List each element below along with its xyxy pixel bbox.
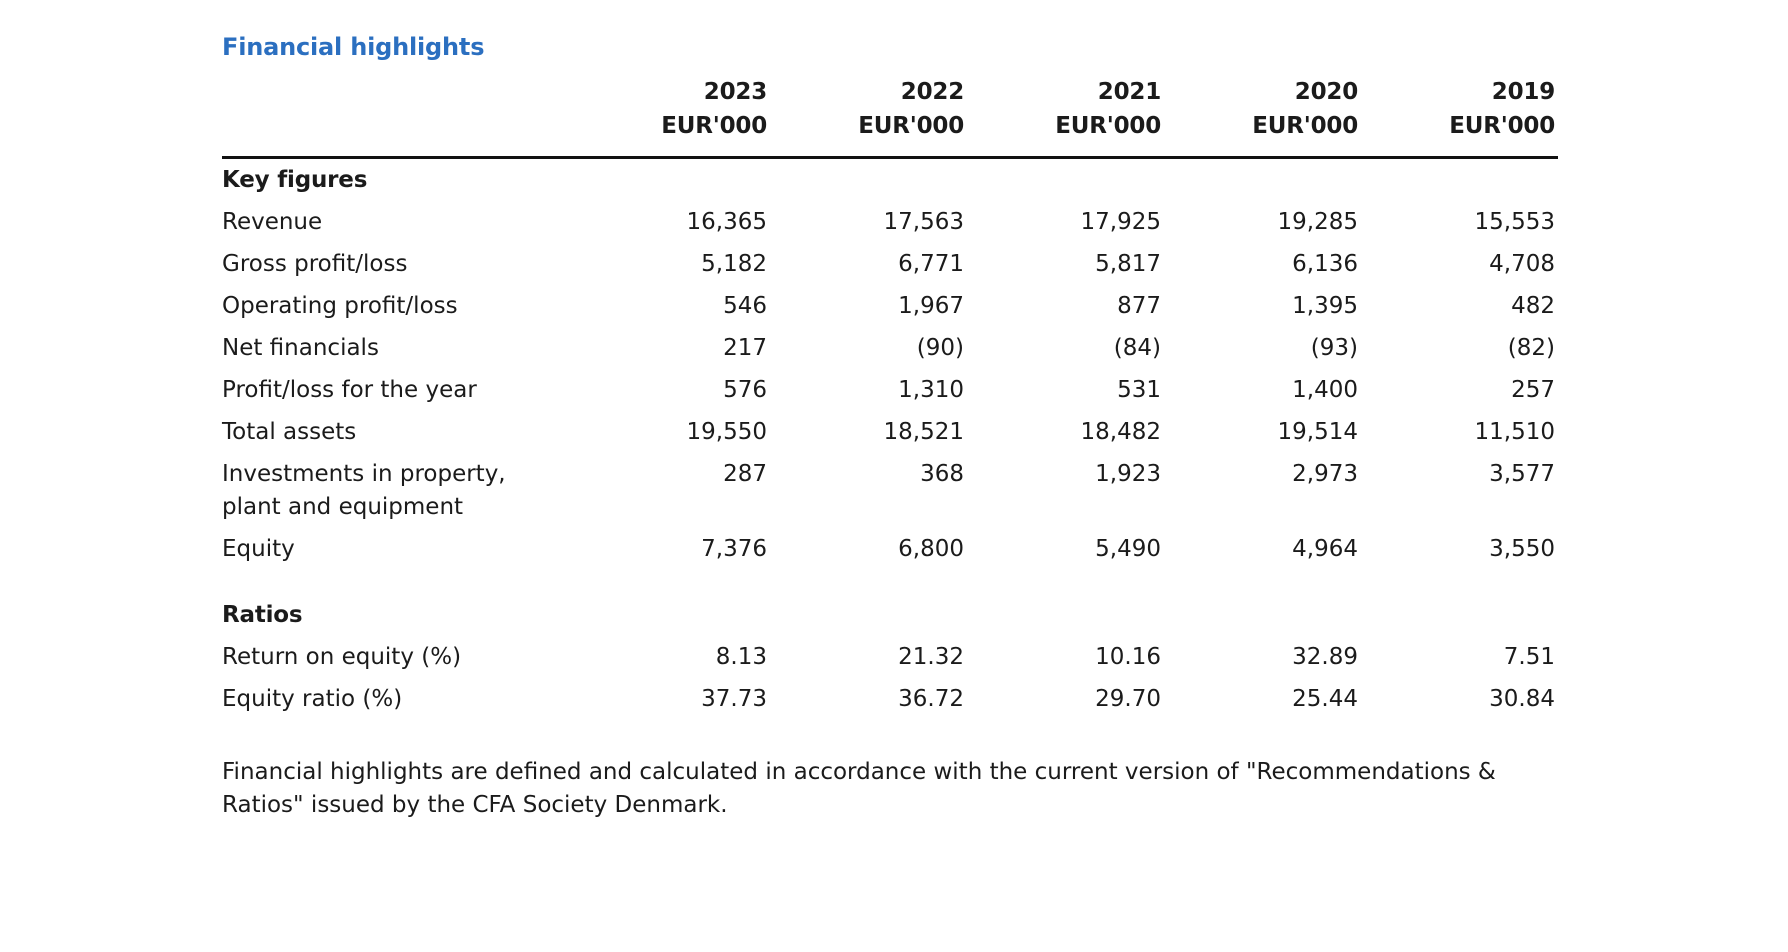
footnote-line-2: Ratios" issued by the CFA Society Denmar… [222,792,728,818]
year-header-2020: 2020 [1294,79,1358,105]
row-value: 217 [723,335,767,361]
row-value: 1,400 [1292,377,1358,403]
page-title: Financial highlights [222,33,485,61]
row-value: 4,708 [1489,251,1555,277]
section-heading: Ratios [222,602,303,628]
footnote-line-1: Financial highlights are defined and cal… [222,759,1496,785]
row-value: 30.84 [1489,686,1555,712]
row-value: 32.89 [1292,644,1358,670]
row-value: (90) [916,335,964,361]
row-value: 19,550 [686,419,767,445]
row-value: 29.70 [1095,686,1161,712]
row-value: 11,510 [1474,419,1555,445]
row-value: 7.51 [1503,644,1555,670]
row-value: 37.73 [701,686,767,712]
unit-header: EUR'000 [1449,113,1555,139]
header-spacer [222,109,570,143]
row-value: 5,490 [1095,536,1161,562]
row-value: 6,800 [898,536,964,562]
row-value: 546 [723,293,767,319]
table-header: 2023 2022 2021 2020 2019 EUR'000 EUR'000… [222,75,1555,143]
row-value: 5,817 [1095,251,1161,277]
year-header-2023: 2023 [703,79,767,105]
year-header-2022: 2022 [900,79,964,105]
row-label-line: Investments in property, [222,461,506,487]
row-value: (82) [1507,335,1555,361]
row-value: 6,136 [1292,251,1358,277]
row-value: 5,182 [701,251,767,277]
financial-highlights-table: 2023 2022 2021 2020 2019 EUR'000 EUR'000… [222,75,1562,720]
row-label: Return on equity (%) [222,644,462,670]
year-header-2019: 2019 [1491,79,1555,105]
year-header-2021: 2021 [1097,79,1161,105]
row-label: Equity [222,536,295,562]
row-value: 7,376 [701,536,767,562]
row-value: 3,550 [1489,536,1555,562]
row-value: 17,563 [883,209,964,235]
row-label: Gross profit/loss [222,251,408,277]
row-value: 1,310 [898,377,964,403]
row-label: Equity ratio (%) [222,686,403,712]
row-label-line: plant and equipment [222,494,464,520]
row-value: 2,973 [1292,461,1358,487]
row-label: Investments in property, plant and equipm… [222,453,570,528]
row-value: 19,514 [1277,419,1358,445]
row-label: Total assets [222,419,357,445]
row-value: 1,923 [1095,461,1161,487]
row-value: 21.32 [898,644,964,670]
unit-header: EUR'000 [661,113,767,139]
row-value: 10.16 [1095,644,1161,670]
row-value: 15,553 [1474,209,1555,235]
row-value: (93) [1310,335,1358,361]
row-value: 877 [1117,293,1161,319]
row-value: 16,365 [686,209,767,235]
row-value: 1,967 [898,293,964,319]
row-value: (84) [1113,335,1161,361]
row-label: Revenue [222,209,323,235]
row-value: 482 [1511,293,1555,319]
row-value: 287 [723,461,767,487]
row-label: Net financials [222,335,379,361]
row-value: 257 [1511,377,1555,403]
unit-header: EUR'000 [858,113,964,139]
row-value: 531 [1117,377,1161,403]
row-value: 8.13 [715,644,767,670]
row-value: 4,964 [1292,536,1358,562]
row-label: Operating profit/loss [222,293,458,319]
row-value: 18,482 [1080,419,1161,445]
row-value: 19,285 [1277,209,1358,235]
row-value: 17,925 [1080,209,1161,235]
row-value: 1,395 [1292,293,1358,319]
footnote: Financial highlights are defined and cal… [222,756,1562,822]
row-value: 18,521 [883,419,964,445]
unit-header: EUR'000 [1252,113,1358,139]
header-rule [222,156,1558,159]
header-spacer [222,75,570,109]
row-value: 368 [920,461,964,487]
row-label: Profit/loss for the year [222,377,477,403]
unit-header: EUR'000 [1055,113,1161,139]
row-value: 3,577 [1489,461,1555,487]
row-value: 25.44 [1292,686,1358,712]
table-body: Key figures Revenue 16,365 17,563 17,925 19,2… [222,159,1555,720]
section-heading: Key figures [222,167,368,193]
row-value: 576 [723,377,767,403]
row-value: 6,771 [898,251,964,277]
row-value: 36.72 [898,686,964,712]
document-page: Financial highlights 2023 2022 2021 2020… [222,33,1562,822]
